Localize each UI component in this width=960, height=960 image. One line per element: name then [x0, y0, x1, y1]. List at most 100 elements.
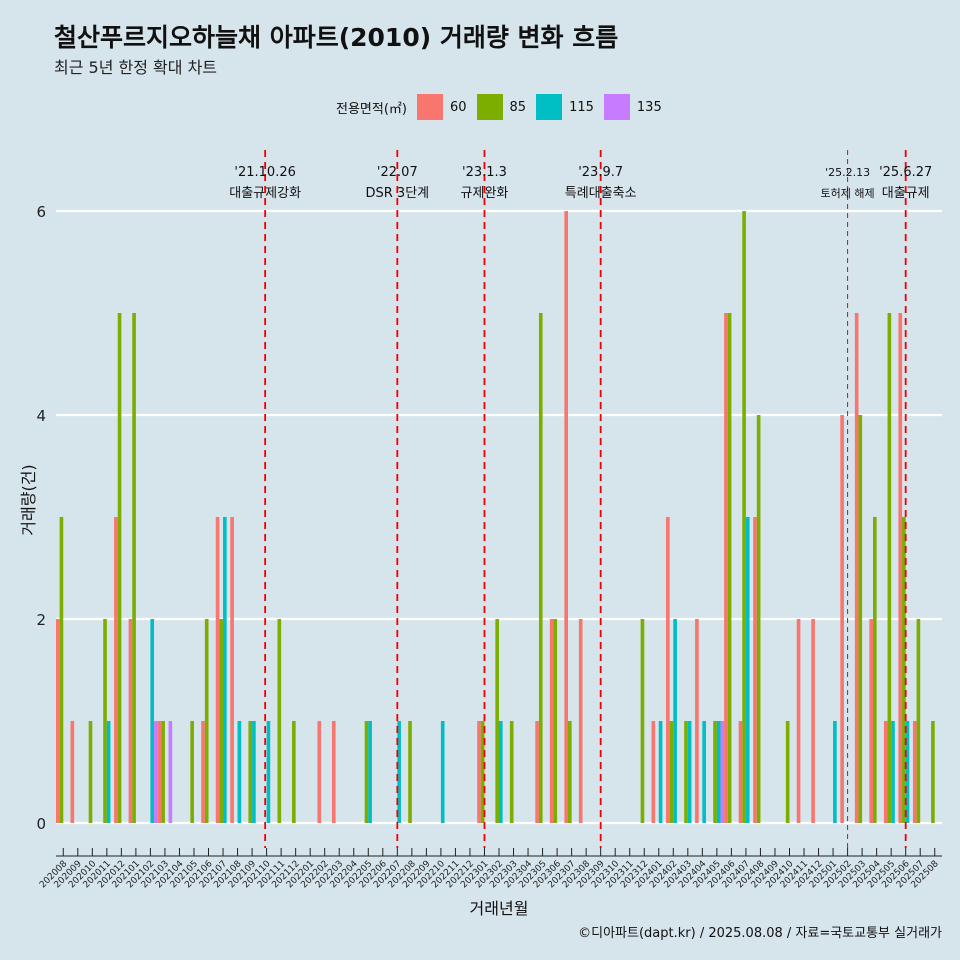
bar-202106-60	[201, 721, 205, 823]
bar-202504-60	[869, 619, 874, 823]
y-tick-label-0: 0	[36, 815, 46, 833]
bar-202403-115	[687, 721, 692, 823]
bar-202109-85	[248, 721, 253, 823]
bar-202412-60	[811, 619, 815, 823]
bar-202106-85	[204, 619, 209, 823]
bar-202411-60	[796, 619, 801, 823]
chart-title: 철산푸르지오하늘채 아파트(2010) 거래량 변화 흐름	[54, 23, 619, 52]
bar-202405-135	[720, 721, 725, 823]
bar-202404-115	[702, 721, 706, 823]
bar-202302-85	[495, 619, 499, 823]
bar-202407-115	[745, 517, 750, 823]
bar-202502-60	[840, 415, 844, 823]
bar-202505-60	[883, 721, 888, 823]
bar-202405-115	[716, 721, 721, 823]
bar-202112-85	[292, 721, 296, 823]
bar-202110-115	[266, 721, 271, 823]
bar-202103-85	[161, 721, 165, 823]
bar-202507-85	[916, 619, 921, 823]
legend-item-60: 60	[416, 94, 467, 120]
legend-label-85: 85	[509, 99, 527, 115]
bar-202101-60	[128, 619, 133, 823]
bar-202103-60	[157, 721, 162, 823]
bar-202306-60	[549, 619, 554, 823]
bar-202202-60	[317, 721, 322, 823]
bar-202403-85	[684, 721, 688, 823]
bar-202307-85	[567, 721, 572, 823]
bar-202406-60	[724, 313, 728, 823]
bar-202401-115	[658, 721, 663, 823]
bar-202308-60	[578, 619, 583, 823]
bar-202009-60	[70, 721, 75, 823]
event-label-0: 대출규제강화	[229, 186, 301, 201]
bar-202011-85	[103, 619, 107, 823]
bar-202405-85	[713, 721, 717, 823]
bar-202208-85	[408, 721, 412, 823]
bar-202108-60	[230, 517, 234, 823]
bar-202203-60	[331, 721, 336, 823]
bar-202503-60	[854, 313, 859, 823]
legend-item-85: 85	[476, 94, 527, 120]
bar-202301-60	[477, 721, 481, 823]
bar-202108-115	[237, 721, 242, 823]
event-date-2: '23.1.3	[462, 165, 507, 180]
bar-202008-85	[59, 517, 64, 823]
chart-subtitle: 최근 5년 한정 확대 차트	[54, 58, 218, 77]
legend: 전용면적(㎡) 60 85 115 135	[336, 93, 672, 121]
bar-202107-85	[219, 619, 224, 823]
x-axis-title: 거래년월	[470, 899, 529, 918]
bar-202307-60	[564, 211, 568, 823]
bar-202102-135	[154, 721, 158, 823]
legend-label-115: 115	[569, 99, 594, 115]
bar-202402-85	[669, 721, 674, 823]
bar-202205-85	[364, 721, 369, 823]
bar-202404-60	[695, 619, 699, 823]
event-date-4: '25.2.13	[825, 166, 870, 179]
event-date-1: '22.07	[377, 165, 418, 180]
event-label-3: 특례대출축소	[565, 186, 637, 201]
bar-202210-115	[440, 721, 445, 823]
bar-202401-60	[651, 721, 656, 823]
source-caption: ©디아파트(dapt.kr) / 2025.08.08 / 자료=국토교통부 실…	[578, 926, 942, 941]
bar-202107-115	[223, 517, 227, 823]
bar-202101-85	[132, 313, 136, 823]
bar-202012-60	[114, 517, 118, 823]
bar-202408-85	[756, 415, 761, 823]
y-axis-title: 거래량(건)	[19, 464, 38, 535]
legend-label-60: 60	[449, 99, 467, 115]
bar-202302-115	[499, 721, 503, 823]
bar-202506-60	[898, 313, 903, 823]
event-date-0: '21.10.26	[234, 165, 295, 180]
bar-202505-115	[891, 721, 895, 823]
bar-202207-115	[397, 721, 401, 823]
bar-202407-60	[738, 721, 743, 823]
bar-202312-85	[640, 619, 645, 823]
bar-202010-85	[88, 721, 93, 823]
bar-202407-85	[742, 211, 746, 823]
legend-item-115: 115	[536, 94, 594, 120]
bar-202103-135	[168, 721, 173, 823]
bar-202205-115	[368, 721, 372, 823]
bar-202506-115	[905, 721, 910, 823]
legend-key-135	[603, 94, 630, 120]
bar-202410-85	[785, 721, 790, 823]
event-label-1: DSR 3단계	[366, 186, 430, 201]
bar-202402-60	[666, 517, 670, 823]
bar-202506-85	[902, 517, 906, 823]
bar-202107-60	[215, 517, 220, 823]
bar-202408-60	[753, 517, 757, 823]
bar-202305-60	[535, 721, 539, 823]
y-tick-label-2: 2	[36, 611, 46, 629]
event-label-5: 대출규제	[882, 186, 930, 201]
y-tick-label-4: 4	[36, 407, 46, 425]
bar-202012-85	[117, 313, 122, 823]
bar-202011-115	[106, 721, 111, 823]
bar-202303-85	[509, 721, 514, 823]
bar-202504-85	[873, 517, 877, 823]
event-label-2: 규제완화	[461, 186, 509, 201]
bar-202406-85	[727, 313, 732, 823]
legend-label-135: 135	[636, 99, 662, 115]
bar-202306-85	[553, 619, 558, 823]
bar-202402-115	[673, 619, 677, 823]
bar-202503-85	[858, 415, 863, 823]
